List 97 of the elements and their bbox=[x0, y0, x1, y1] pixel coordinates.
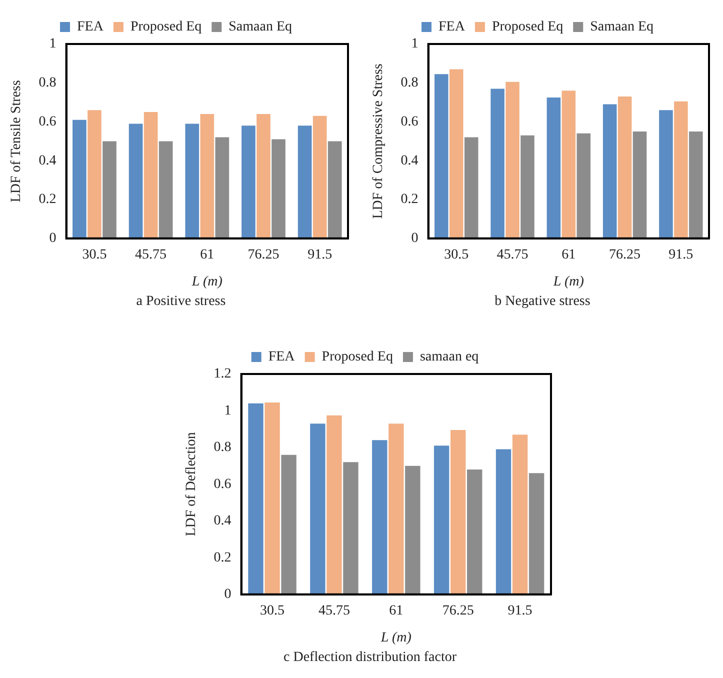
bar bbox=[546, 97, 561, 238]
x-tick-label: 30.5 bbox=[444, 247, 469, 262]
x-tick-label: 91.5 bbox=[308, 247, 332, 262]
bar bbox=[405, 466, 420, 594]
y-tick-label: 0.4 bbox=[214, 514, 232, 529]
x-tick-label: 76.25 bbox=[442, 603, 474, 618]
y-tick-label: 0.8 bbox=[214, 440, 232, 456]
bar bbox=[200, 114, 214, 238]
bar bbox=[632, 131, 647, 238]
legend-label: FEA bbox=[77, 20, 104, 35]
legend-label: FEA bbox=[438, 20, 466, 35]
y-tick-label: 0.8 bbox=[400, 76, 418, 91]
bar bbox=[674, 101, 688, 238]
bar bbox=[388, 424, 404, 594]
x-tick-label: 61 bbox=[389, 603, 404, 618]
y-tick-label: 0 bbox=[411, 231, 418, 246]
legend-label: samaan eq bbox=[420, 350, 479, 365]
bar bbox=[144, 112, 158, 238]
y-tick-label: 1 bbox=[49, 36, 56, 52]
bar bbox=[496, 449, 512, 594]
x-tick-label: 91.5 bbox=[508, 603, 532, 618]
bar bbox=[281, 454, 296, 594]
x-tick-label: 45.75 bbox=[318, 603, 350, 618]
x-tick-label: 61 bbox=[200, 247, 214, 262]
bar bbox=[298, 126, 312, 238]
y-tick-label: 0.8 bbox=[38, 76, 56, 91]
bar bbox=[528, 473, 544, 594]
legend-label: Proposed Eq bbox=[492, 20, 564, 35]
bar bbox=[467, 470, 482, 594]
x-axis-title: L (m) bbox=[552, 274, 584, 290]
bar bbox=[272, 139, 286, 238]
bar bbox=[450, 430, 466, 594]
bar bbox=[242, 126, 256, 238]
bar bbox=[72, 120, 86, 238]
bar bbox=[312, 116, 327, 238]
bar bbox=[102, 141, 116, 238]
bar bbox=[264, 402, 280, 594]
x-tick-label: 76.25 bbox=[248, 247, 280, 262]
bar bbox=[158, 141, 173, 238]
x-tick-label: 61 bbox=[562, 247, 576, 262]
bar bbox=[215, 137, 230, 238]
y-tick-label: 0.6 bbox=[214, 476, 232, 492]
bar bbox=[562, 90, 576, 238]
y-tick-label: 0 bbox=[224, 587, 232, 602]
y-axis-title: LDF of Compressive Stress bbox=[371, 64, 386, 219]
y-tick-label: 0.4 bbox=[38, 153, 56, 168]
bar bbox=[256, 114, 270, 238]
y-tick-label: 0.6 bbox=[38, 114, 56, 130]
legend-label: Samaan Eq bbox=[590, 20, 654, 35]
bar bbox=[372, 440, 388, 594]
bar bbox=[128, 124, 143, 238]
text: a Positive stress bbox=[135, 294, 227, 310]
bar bbox=[520, 135, 534, 238]
x-tick-label: 45.75 bbox=[496, 247, 528, 262]
bar bbox=[449, 69, 464, 238]
bar bbox=[689, 131, 703, 238]
bar bbox=[506, 82, 520, 238]
bar bbox=[88, 110, 102, 238]
y-axis-title: LDF of Deflection bbox=[184, 432, 200, 536]
y-tick-label: 0.4 bbox=[400, 153, 418, 168]
y-tick-label: 0.2 bbox=[400, 192, 418, 208]
y-tick-label: 1 bbox=[411, 36, 418, 52]
x-axis-title: L (m) bbox=[190, 274, 223, 290]
x-tick-label: 45.75 bbox=[135, 247, 167, 262]
text: c Deflection distribution factor bbox=[282, 650, 458, 666]
x-tick-label: 30.5 bbox=[260, 603, 285, 618]
legend-label: FEA bbox=[268, 350, 296, 365]
y-tick-label: 0.6 bbox=[400, 114, 418, 130]
legend-label: Samaan Eq bbox=[228, 20, 292, 35]
bar bbox=[434, 446, 450, 594]
legend-label: Proposed Eq bbox=[130, 20, 202, 35]
y-tick-label: 0.2 bbox=[38, 192, 56, 208]
bar bbox=[602, 104, 617, 238]
legend-label: Proposed Eq bbox=[322, 350, 393, 365]
x-axis-title: L (m) bbox=[380, 630, 412, 646]
bar bbox=[618, 96, 632, 238]
bar bbox=[328, 141, 342, 238]
x-tick-label: 30.5 bbox=[82, 247, 107, 262]
bar bbox=[326, 415, 342, 594]
bar bbox=[576, 133, 591, 238]
bar bbox=[512, 434, 528, 594]
x-tick-label: 76.25 bbox=[609, 247, 641, 262]
bar bbox=[310, 424, 326, 594]
y-tick-label: 1 bbox=[224, 403, 232, 418]
y-tick-label: 1.2 bbox=[214, 366, 232, 382]
y-axis-title: LDF of Tensile Stress bbox=[9, 80, 24, 202]
bar bbox=[434, 74, 448, 238]
text: b Negative stress bbox=[494, 294, 592, 310]
y-tick-label: 0 bbox=[49, 231, 56, 246]
y-tick-label: 0.2 bbox=[214, 550, 232, 566]
x-tick-label: 91.5 bbox=[668, 247, 694, 262]
bar bbox=[185, 124, 200, 238]
bar bbox=[343, 462, 358, 594]
bar bbox=[464, 137, 478, 238]
bar bbox=[659, 110, 673, 238]
bar bbox=[490, 88, 504, 238]
bar bbox=[248, 403, 264, 594]
